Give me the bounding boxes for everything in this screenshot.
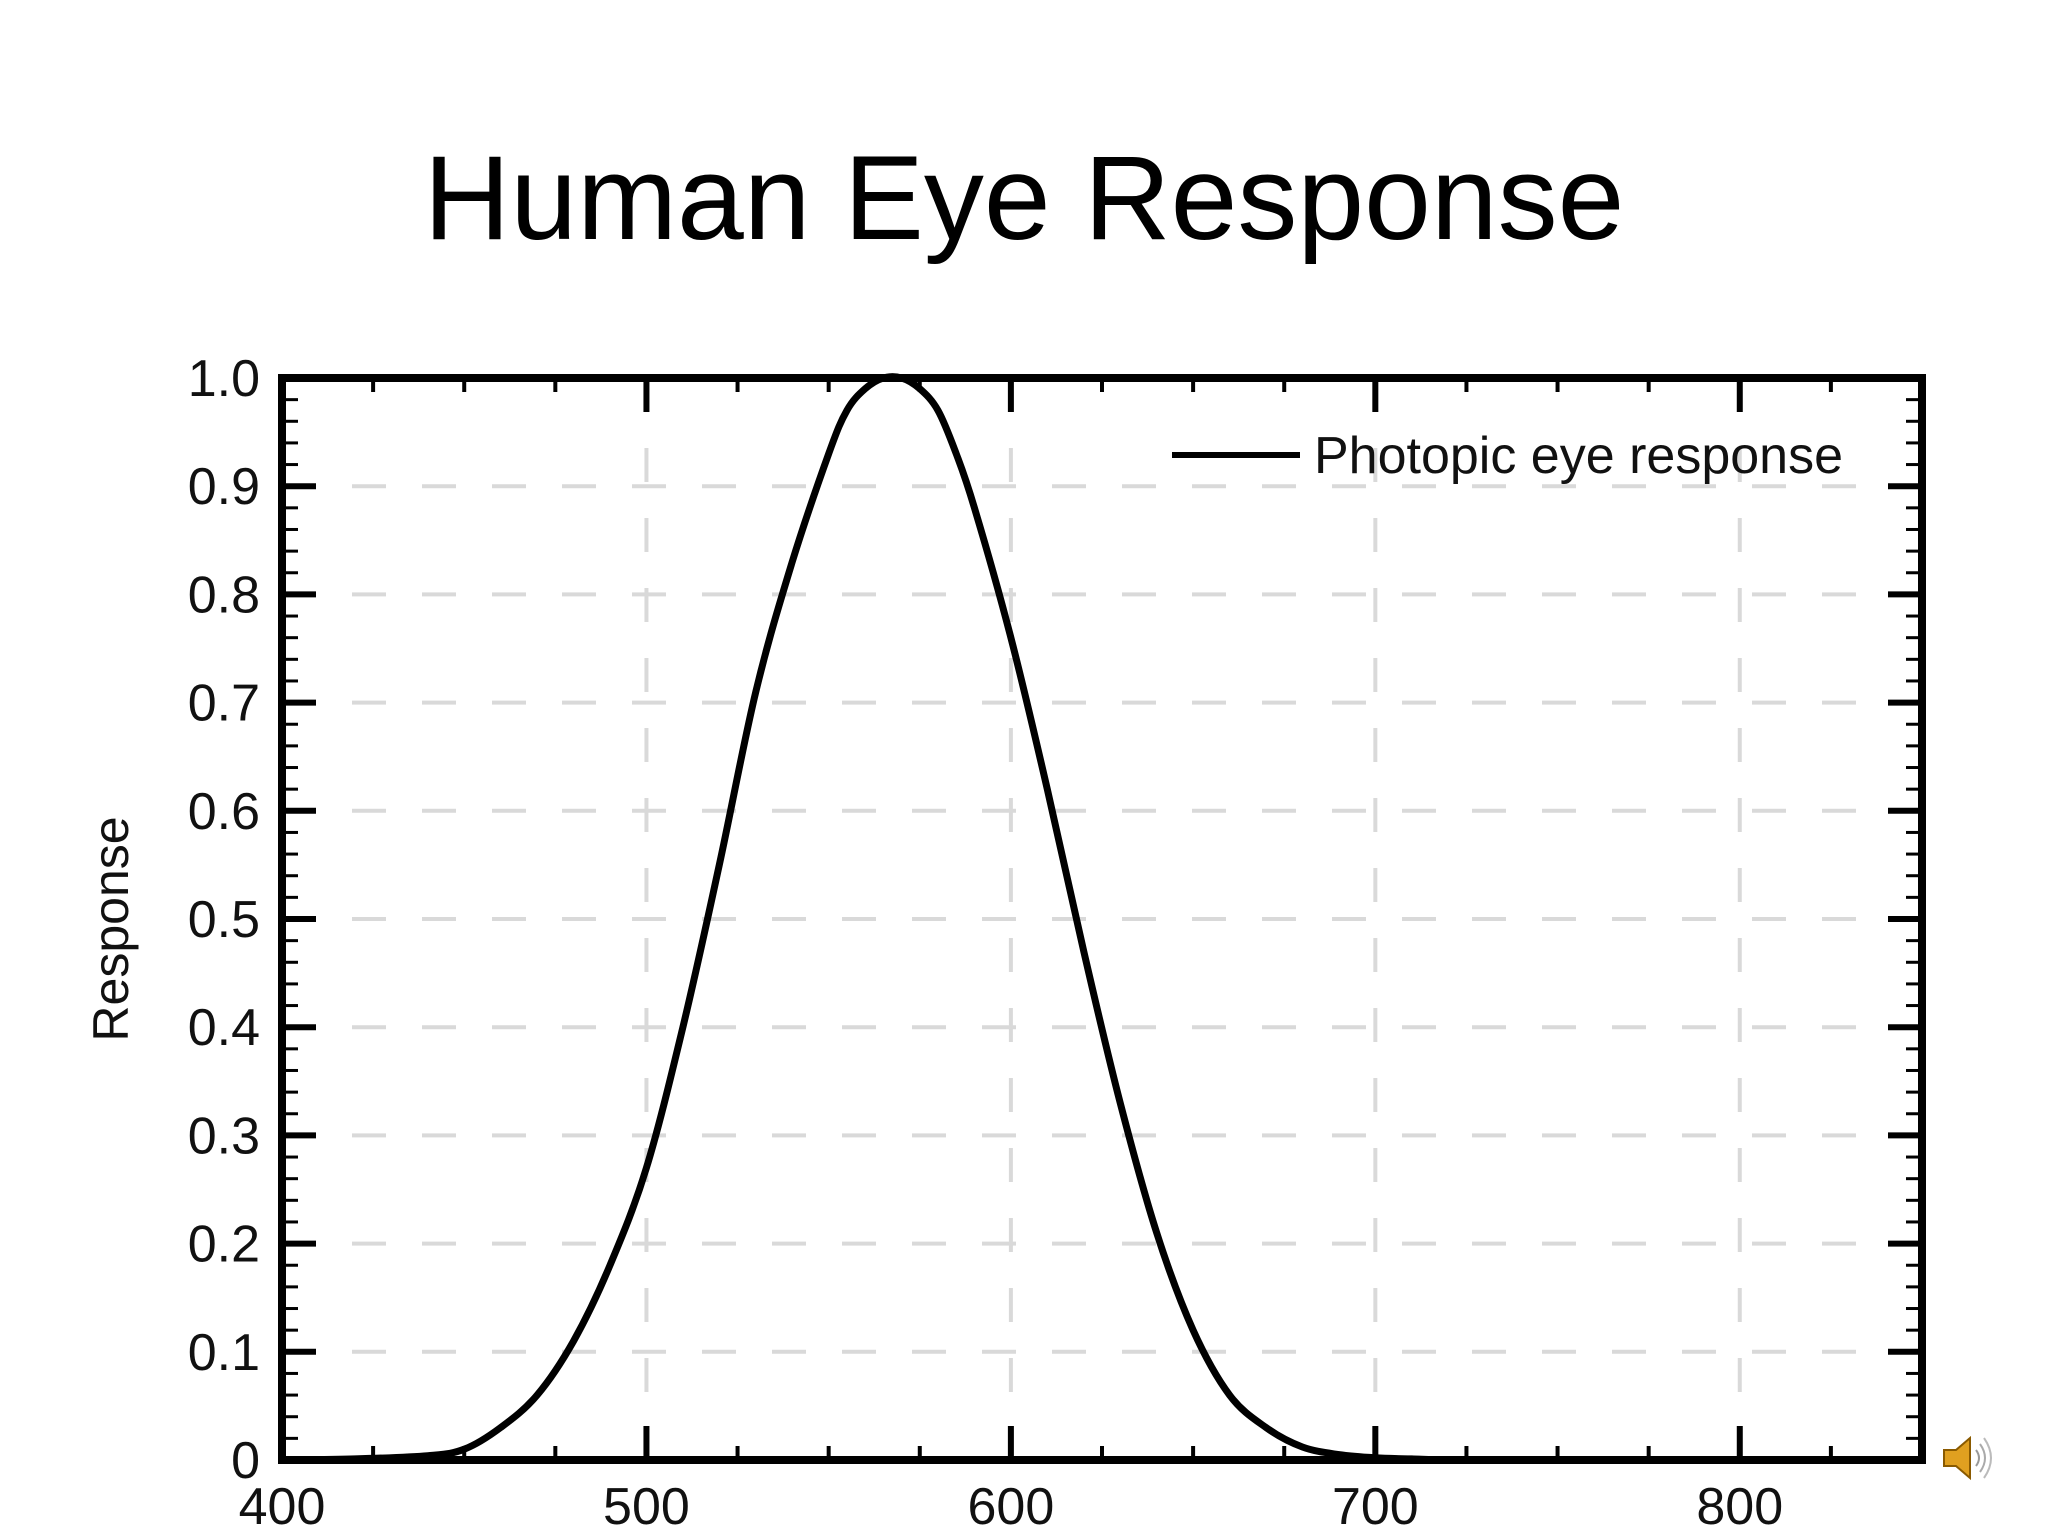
y-tick-label: 0.9 (188, 458, 260, 516)
x-tick-label: 400 (239, 1478, 326, 1536)
y-tick-label: 0.6 (188, 783, 260, 841)
y-tick-label: 1.0 (188, 350, 260, 408)
y-axis-title: Response (83, 816, 139, 1041)
x-tick-label: 700 (1332, 1478, 1419, 1536)
y-tick-label: 0 (231, 1432, 260, 1490)
plot-frame (278, 374, 1926, 1464)
legend-label: Photopic eye response (1314, 427, 1843, 485)
y-tick-label: 0.3 (188, 1107, 260, 1165)
x-tick-label: 500 (603, 1478, 690, 1536)
major-ticks (279, 375, 1922, 1463)
series-line-photopic (278, 373, 1926, 1464)
minor-ticks (282, 376, 1922, 1462)
y-tick-label: 0.2 (188, 1216, 260, 1274)
legend: Photopic eye response (1172, 427, 1843, 485)
tick-labels: 0 0.1 0.2 0.3 0.4 0.5 0.6 0.7 0.8 0.9 1.0 400 500 600… (188, 350, 1783, 1536)
slide-title: Human Eye Response (423, 131, 1625, 265)
y-tick-label: 0.4 (188, 999, 260, 1057)
x-tick-label: 800 (1696, 1478, 1783, 1536)
y-tick-label: 0.8 (188, 566, 260, 624)
speaker-icon[interactable] (1938, 1428, 1998, 1488)
y-tick-label: 0.7 (188, 675, 260, 733)
grid-lines (282, 378, 1922, 1460)
y-tick-label: 0.5 (188, 891, 260, 949)
y-tick-label: 0.1 (188, 1324, 260, 1382)
x-tick-label: 600 (968, 1478, 1055, 1536)
